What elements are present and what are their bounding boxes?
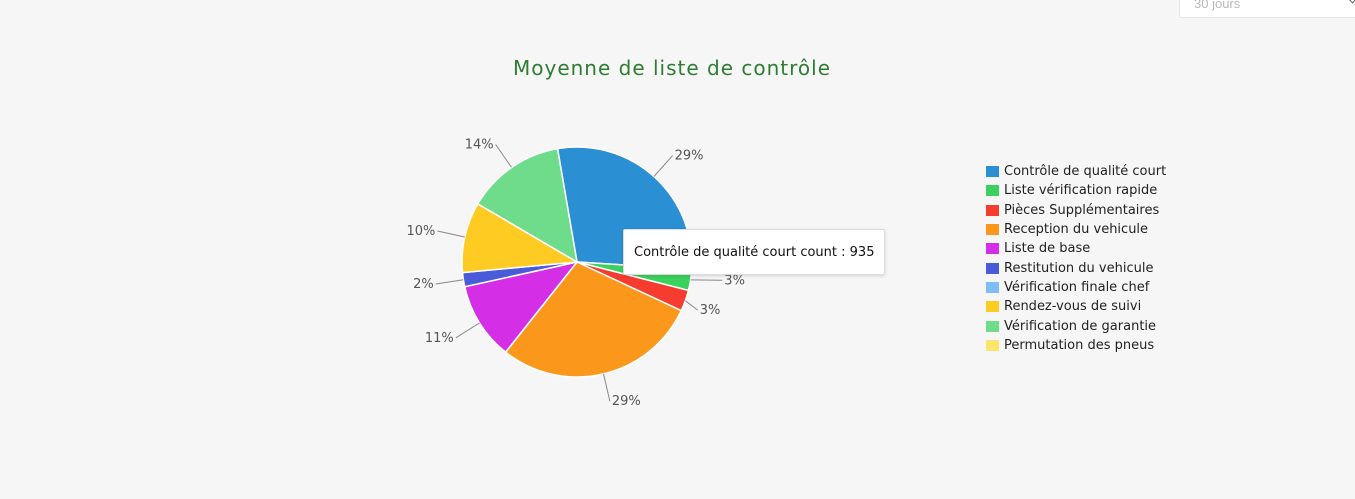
pie-slice-5[interactable] — [463, 260, 579, 354]
pie-slice-9[interactable] — [476, 147, 579, 264]
pie-data-label: 14% — [465, 137, 494, 152]
chart-title: Moyenne de liste de contrôle — [512, 56, 832, 80]
period-select[interactable]: 30 jours — [1179, 0, 1355, 18]
legend-label: Vérification de garantie — [1004, 318, 1157, 334]
pie-label-connector — [455, 322, 480, 339]
legend-item[interactable]: Reception du vehicule — [986, 220, 1166, 239]
legend-item[interactable]: Permutation des pneus — [986, 336, 1166, 355]
pie-label-connector — [435, 279, 464, 285]
legend-item[interactable]: Contrôle de qualité court — [986, 162, 1166, 181]
pie-data-label: 29% — [612, 394, 641, 409]
pie-data-label: 11% — [425, 331, 454, 346]
legend-label: Permutation des pneus — [1004, 337, 1155, 353]
pie-label-connector — [437, 230, 465, 238]
pie-data-label: 29% — [675, 149, 704, 164]
legend-swatch — [986, 204, 999, 216]
legend-label: Rendez-vous de suivi — [1004, 299, 1142, 315]
legend-swatch — [986, 224, 999, 236]
chart-legend: Contrôle de qualité court Liste vérificat… — [986, 162, 1166, 355]
legend-label: Contrôle de qualité court — [1004, 164, 1167, 180]
pie-data-label: 3% — [700, 303, 721, 318]
legend-item[interactable]: Restitution du vehicule — [986, 258, 1166, 277]
legend-swatch — [986, 339, 999, 351]
pie-label-connector — [603, 373, 611, 402]
legend-swatch — [986, 262, 999, 274]
pie-label-connector — [495, 144, 512, 168]
chart-tooltip: Contrôle de qualité court count : 935 — [623, 229, 886, 275]
legend-label: Liste vérification rapide — [1004, 183, 1158, 199]
legend-item[interactable]: Vérification finale chef — [986, 278, 1166, 297]
legend-swatch — [986, 185, 999, 197]
legend-item[interactable]: Liste vérification rapide — [986, 181, 1166, 200]
pie-slice-8[interactable] — [461, 202, 580, 274]
pie-label-connector — [653, 155, 673, 177]
legend-item[interactable]: Pièces Supplémentaires — [986, 201, 1166, 220]
legend-item[interactable]: Rendez-vous de suivi — [986, 297, 1166, 316]
legend-label: Reception du vehicule — [1004, 222, 1149, 238]
pie-data-label: 2% — [413, 277, 434, 292]
legend-swatch — [986, 320, 999, 332]
legend-item[interactable]: Liste de base — [986, 239, 1166, 258]
legend-swatch — [986, 243, 999, 255]
legend-swatch — [986, 166, 999, 178]
pie-label-connector — [684, 300, 699, 311]
legend-item[interactable]: Vérification de garantie — [986, 316, 1166, 335]
legend-label: Restitution du vehicule — [1004, 260, 1154, 276]
legend-label: Pièces Supplémentaires — [1004, 202, 1160, 218]
pie-data-label: 10% — [406, 224, 435, 239]
legend-swatch — [986, 301, 999, 313]
pie-data-label: 3% — [724, 273, 745, 288]
legend-swatch — [986, 281, 999, 293]
legend-label: Liste de base — [1004, 241, 1091, 257]
legend-label: Vérification finale chef — [1004, 279, 1150, 295]
period-select-value: 30 jours — [1194, 0, 1241, 11]
